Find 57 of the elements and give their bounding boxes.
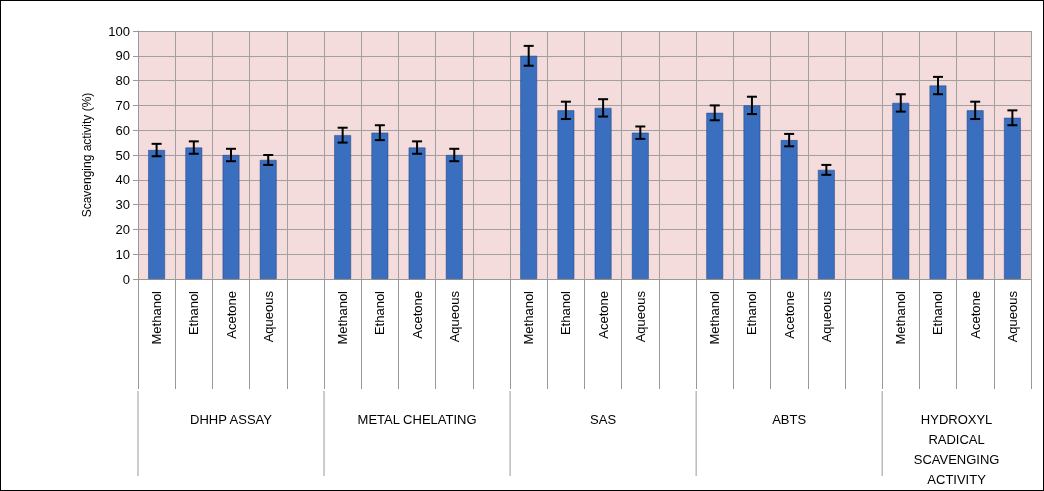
bar bbox=[445, 155, 463, 279]
bar bbox=[817, 169, 835, 279]
bar bbox=[148, 150, 165, 279]
bar bbox=[222, 155, 240, 279]
x-tick-label: Methanol bbox=[893, 290, 909, 345]
bar bbox=[259, 159, 277, 279]
x-tick-label: Ethanol bbox=[558, 290, 574, 336]
y-tick-label: 50 bbox=[115, 147, 130, 163]
bar bbox=[371, 132, 389, 279]
bar bbox=[780, 140, 798, 279]
x-tick-label: Methanol bbox=[707, 290, 723, 345]
y-tick-label: 20 bbox=[115, 221, 130, 237]
text: ABTS bbox=[772, 411, 807, 427]
y-tick-label: 60 bbox=[115, 122, 130, 138]
text: METAL CHELATING bbox=[357, 411, 477, 427]
x-tick-label: Aqueous bbox=[1004, 290, 1020, 343]
bar bbox=[892, 102, 910, 279]
y-tick-label: 80 bbox=[115, 73, 130, 89]
x-tick-label: Ethanol bbox=[372, 290, 388, 336]
x-tick-label: Aqueous bbox=[260, 290, 276, 343]
y-tick-label: 40 bbox=[115, 172, 130, 188]
bar bbox=[408, 147, 426, 279]
bar bbox=[1004, 117, 1021, 279]
y-tick-label: 90 bbox=[115, 48, 130, 64]
y-tick-label: 0 bbox=[122, 271, 130, 287]
x-tick-label: Ethanol bbox=[186, 290, 202, 336]
y-tick-label: 70 bbox=[115, 97, 130, 113]
y-tick-label: 100 bbox=[108, 23, 130, 39]
bar bbox=[594, 107, 612, 279]
x-tick-label: Ethanol bbox=[744, 290, 760, 336]
text: SAS bbox=[590, 411, 617, 427]
x-tick-label: Acetone bbox=[781, 291, 797, 339]
bar bbox=[520, 55, 538, 279]
bar bbox=[743, 105, 761, 279]
text: DHHP ASSAY bbox=[190, 411, 273, 427]
bar bbox=[185, 147, 203, 279]
bar bbox=[334, 135, 352, 279]
x-tick-label: Aqueous bbox=[632, 290, 648, 343]
y-tick-label: 10 bbox=[115, 246, 130, 262]
y-tick-label: 30 bbox=[115, 197, 130, 213]
bar bbox=[929, 85, 947, 279]
bar bbox=[966, 110, 984, 279]
x-tick-label: Acetone bbox=[409, 291, 425, 339]
x-tick-label: Methanol bbox=[335, 290, 351, 345]
x-tick-label: Methanol bbox=[521, 290, 537, 345]
x-tick-label: Ethanol bbox=[930, 290, 946, 336]
text: HYDROXYL RADICAL SCAVENGING ACTIVITY bbox=[913, 411, 1000, 487]
x-tick-label: Aqueous bbox=[446, 290, 462, 343]
x-tick-label: Acetone bbox=[967, 291, 983, 339]
x-tick-label: Methanol bbox=[149, 290, 165, 345]
bar bbox=[631, 132, 649, 279]
x-tick-label: Acetone bbox=[223, 291, 239, 339]
x-tick-label: Acetone bbox=[595, 291, 611, 339]
bar bbox=[557, 110, 575, 279]
bar bbox=[706, 112, 724, 279]
y-axis-title: Scavenging activity (%) bbox=[80, 92, 94, 218]
x-tick-label: Aqueous bbox=[818, 290, 834, 343]
